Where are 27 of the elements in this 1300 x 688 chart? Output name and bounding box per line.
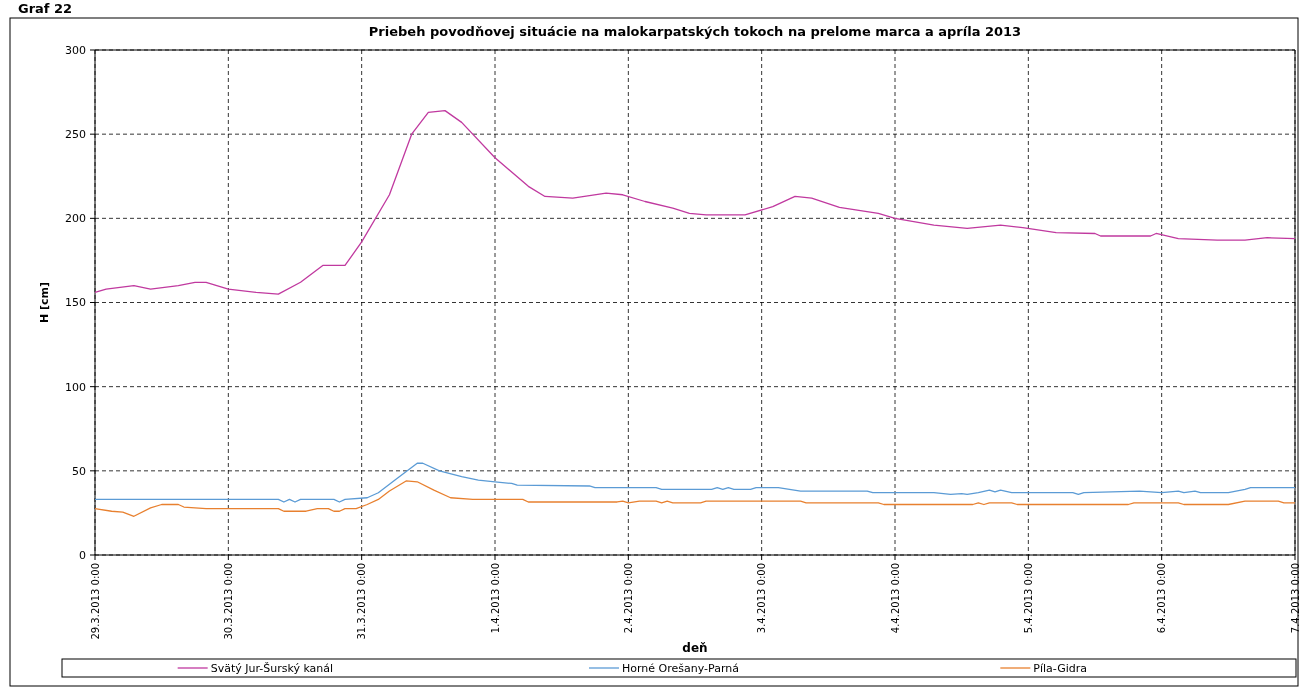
- legend-label: Píla-Gidra: [1033, 661, 1088, 675]
- x-axis-title: deň: [682, 641, 708, 655]
- y-tick-label: 250: [65, 128, 86, 142]
- x-tick-label: 3.4.2013 0:00: [756, 563, 768, 634]
- legend-label: Horné Orešany-Parná: [622, 661, 739, 675]
- y-tick-label: 150: [65, 296, 86, 310]
- x-tick-label: 31.3.2013 0:00: [356, 563, 368, 640]
- y-tick-label: 200: [65, 212, 86, 226]
- x-tick-label: 4.4.2013 0:00: [889, 563, 901, 634]
- y-tick-label: 100: [65, 380, 86, 394]
- y-axis-title: H [cm]: [38, 281, 51, 324]
- y-tick-label: 50: [72, 464, 86, 478]
- x-tick-label: 1.4.2013 0:00: [489, 563, 501, 634]
- chart-title: Priebeh povodňovej situácie na malokarpatských tokoch na prelome marca a apríla 2013: [368, 24, 1022, 39]
- y-tick-label: 300: [65, 43, 86, 57]
- x-tick-label: 29.3.2013 0:00: [89, 563, 101, 640]
- x-tick-label: 2.4.2013 0:00: [622, 563, 634, 634]
- x-tick-label: 6.4.2013 0:00: [1156, 563, 1168, 634]
- y-tick-label: 0: [79, 548, 86, 562]
- text: Graf 22: [18, 1, 73, 16]
- line-series: [94, 109, 1296, 295]
- x-tick-label: 30.3.2013 0:00: [222, 563, 234, 640]
- line-series: [94, 462, 1296, 503]
- x-tick-label: 5.4.2013 0:00: [1022, 563, 1034, 634]
- x-tick-label: 7.4.2013 0:00: [1289, 563, 1300, 634]
- line-series: [94, 480, 1296, 517]
- legend-label: Svätý Jur-Šurský kanál: [210, 661, 334, 675]
